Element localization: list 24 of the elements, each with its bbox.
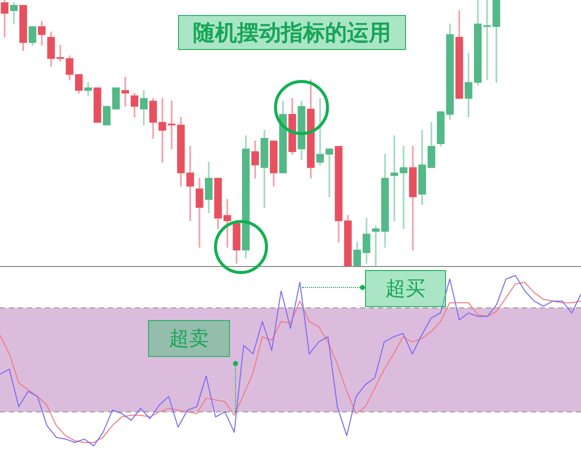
text: 随机摆动指标的运用 <box>178 15 406 50</box>
candlestick <box>251 140 259 179</box>
candlestick <box>260 130 268 208</box>
candlestick <box>298 100 306 160</box>
candlestick <box>38 20 46 46</box>
candlestick <box>204 162 213 214</box>
candlestick <box>270 140 278 187</box>
candlestick <box>186 146 194 222</box>
candlestick <box>28 26 36 46</box>
candlestick <box>19 4 28 51</box>
annotation: 超卖 <box>148 320 230 357</box>
candlestick <box>455 10 464 99</box>
candlestick <box>0 0 8 38</box>
candlestick <box>84 82 92 96</box>
candlestick <box>196 178 204 248</box>
candlestick <box>400 146 408 230</box>
candlestick <box>10 2 18 24</box>
candlestick <box>409 146 417 250</box>
candlestick <box>279 100 287 174</box>
candlestick <box>390 135 398 222</box>
candlestick <box>130 92 138 118</box>
candlestick <box>140 90 148 126</box>
candlestick <box>94 87 102 123</box>
annotation: 超买 <box>365 270 446 307</box>
